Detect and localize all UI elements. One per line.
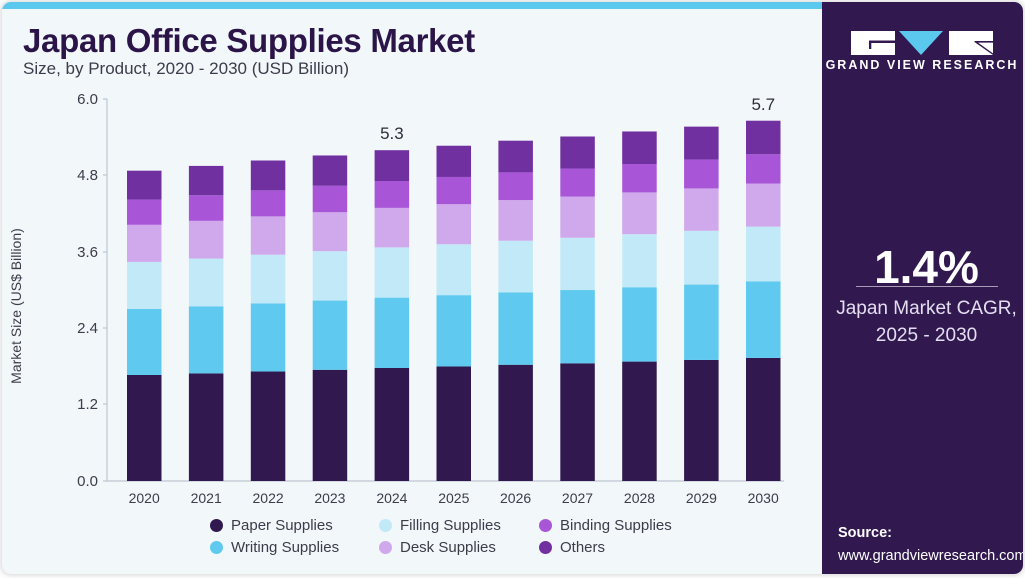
svg-text:4.8: 4.8 xyxy=(77,167,98,184)
svg-text:5.3: 5.3 xyxy=(380,124,404,143)
svg-text:2029: 2029 xyxy=(686,490,717,506)
svg-text:2021: 2021 xyxy=(191,490,222,506)
svg-text:6.0: 6.0 xyxy=(77,92,98,108)
svg-text:2030: 2030 xyxy=(748,490,779,506)
svg-text:2020: 2020 xyxy=(129,490,160,506)
svg-text:2024: 2024 xyxy=(376,490,407,506)
svg-text:2023: 2023 xyxy=(314,490,345,506)
svg-text:2026: 2026 xyxy=(500,490,531,506)
svg-text:2025: 2025 xyxy=(438,490,469,506)
svg-text:GRAND VIEW RESEARCH: GRAND VIEW RESEARCH xyxy=(826,58,1019,72)
svg-text:1.2: 1.2 xyxy=(77,396,98,413)
svg-text:0.0: 0.0 xyxy=(77,473,98,490)
svg-text:3.6: 3.6 xyxy=(77,244,98,261)
svg-text:2022: 2022 xyxy=(253,490,284,506)
svg-text:2028: 2028 xyxy=(624,490,655,506)
svg-text:2.4: 2.4 xyxy=(77,320,98,337)
svg-text:2027: 2027 xyxy=(562,490,593,506)
svg-text:5.7: 5.7 xyxy=(751,95,775,114)
